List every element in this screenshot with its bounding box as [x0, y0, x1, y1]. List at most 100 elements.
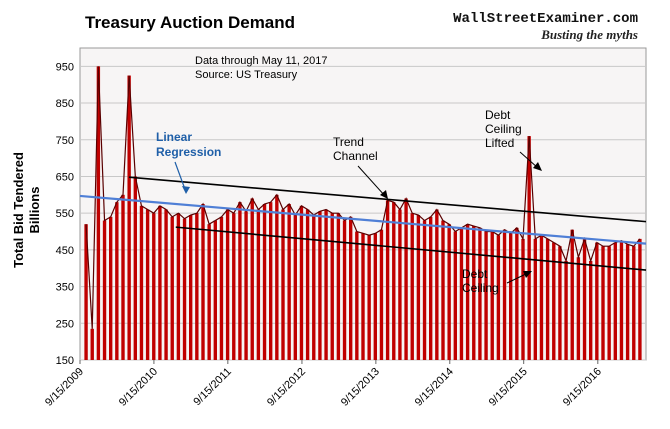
- trend-lower-line: [175, 226, 647, 271]
- regression-arrow-head: [182, 186, 190, 194]
- bar: [324, 209, 328, 360]
- series-outline: [85, 66, 641, 329]
- bar: [435, 209, 439, 360]
- bar: [607, 246, 611, 360]
- trend-channel-arrow-head: [380, 190, 388, 199]
- y-tick-label: 150: [56, 355, 74, 367]
- debt-ceiling-arrow: [506, 272, 529, 284]
- y-tick-label: 250: [56, 318, 74, 330]
- bar: [349, 216, 353, 360]
- bar: [225, 209, 230, 360]
- bar: [342, 220, 347, 360]
- debt-ceiling-lifted-line1: Debt: [485, 108, 511, 122]
- bar: [459, 227, 464, 360]
- bar: [545, 238, 550, 360]
- bar: [638, 238, 642, 360]
- bar: [527, 136, 531, 360]
- bar: [509, 233, 513, 360]
- brand-tagline: Busting the myths: [540, 27, 638, 42]
- x-tick-label: 9/15/2016: [561, 366, 604, 409]
- x-tick-label: 9/15/2015: [487, 366, 530, 409]
- regression-label-line2: Regression: [156, 145, 221, 159]
- bar: [158, 205, 162, 360]
- bar: [410, 213, 414, 360]
- bar: [312, 215, 316, 360]
- y-axis-label-line1: Total Bid Tendered: [11, 152, 26, 268]
- bar: [96, 66, 101, 360]
- bar: [478, 227, 482, 360]
- annotation-arrows: [174, 151, 542, 284]
- bar: [589, 260, 593, 360]
- bar: [422, 220, 427, 360]
- brand-name: WallStreetExaminer.com: [453, 11, 638, 27]
- bar: [232, 213, 236, 360]
- y-tick-label: 550: [56, 208, 74, 220]
- bar: [115, 202, 119, 360]
- bar: [287, 204, 291, 360]
- debt-ceiling-arrow-head: [523, 271, 532, 278]
- bar: [361, 233, 365, 360]
- bar: [472, 226, 476, 360]
- x-tick-label: 9/15/2012: [265, 366, 308, 409]
- bar: [582, 238, 587, 360]
- bar: [176, 213, 181, 360]
- bar: [367, 235, 371, 360]
- bar: [373, 233, 377, 360]
- bar: [392, 202, 396, 360]
- bar: [90, 328, 94, 360]
- bar: [244, 211, 248, 360]
- x-tick-label: 9/15/2013: [339, 366, 382, 409]
- bar: [318, 211, 322, 360]
- x-tick-label: 9/15/2014: [413, 366, 456, 409]
- bar: [619, 240, 624, 360]
- bar: [465, 224, 470, 360]
- trend-upper-line: [128, 176, 647, 223]
- bar: [195, 213, 199, 360]
- bar: [139, 205, 144, 360]
- bar: [558, 246, 562, 360]
- data-note-line1: Data through May 11, 2017: [195, 55, 328, 67]
- y-tick-label: 750: [56, 135, 74, 147]
- bar: [613, 242, 617, 360]
- y-tick-label: 450: [56, 245, 74, 257]
- bar: [632, 246, 636, 360]
- x-tick-label: 9/15/2009: [43, 366, 86, 409]
- regression-line: [79, 194, 647, 245]
- bar: [552, 242, 556, 360]
- bar: [109, 216, 113, 360]
- bar: [490, 231, 494, 360]
- debt-ceiling-lifted-arrow-head: [533, 162, 542, 171]
- bar: [404, 198, 408, 360]
- x-tick-labels: 9/15/2009 9/15/2010 9/15/2011 9/15/2012 9/15…: [43, 360, 604, 409]
- bar: [182, 218, 187, 360]
- grid-layer: [80, 65, 646, 361]
- bar: [539, 235, 544, 360]
- bar: [269, 202, 273, 360]
- bar: [305, 209, 310, 360]
- bar: [601, 246, 605, 360]
- bar: [102, 220, 107, 360]
- bar: [219, 216, 224, 360]
- y-tick-labels: 150 250 350 450 550 650 750 850 950: [56, 61, 74, 367]
- bar: [502, 229, 507, 360]
- bar: [127, 75, 131, 360]
- y-tick-label: 350: [56, 282, 74, 294]
- y-axis-label-line2: Billions: [27, 187, 42, 234]
- trend-channel-label-line1: Trend: [333, 135, 364, 149]
- bar: [398, 209, 402, 360]
- debt-ceiling-label-line2: Ceiling: [462, 281, 499, 295]
- data-note-line2: Source: US Treasury: [195, 69, 298, 81]
- bar: [145, 209, 150, 360]
- debt-ceiling-lifted-arrow: [519, 151, 539, 169]
- bar: [330, 213, 334, 360]
- bar: [453, 231, 457, 360]
- bar: [170, 216, 174, 360]
- bar: [213, 220, 217, 360]
- bar: [416, 215, 421, 360]
- bar: [238, 202, 242, 360]
- bar: [521, 238, 525, 360]
- bar: [570, 229, 574, 360]
- y-tick-label: 850: [56, 98, 74, 110]
